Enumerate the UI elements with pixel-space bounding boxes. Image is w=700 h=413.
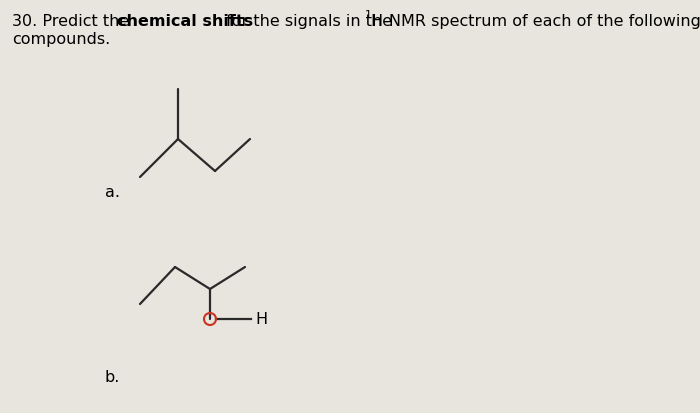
Text: a.: a.: [105, 185, 120, 199]
Text: chemical shifts: chemical shifts: [117, 14, 253, 29]
Text: H: H: [255, 312, 267, 327]
Text: compounds.: compounds.: [12, 32, 111, 47]
Text: b.: b.: [105, 369, 120, 384]
Text: 1: 1: [365, 10, 372, 20]
Text: for the signals in the: for the signals in the: [221, 14, 398, 29]
Text: 30. Predict the: 30. Predict the: [12, 14, 134, 29]
Text: H-NMR spectrum of each of the following: H-NMR spectrum of each of the following: [371, 14, 700, 29]
